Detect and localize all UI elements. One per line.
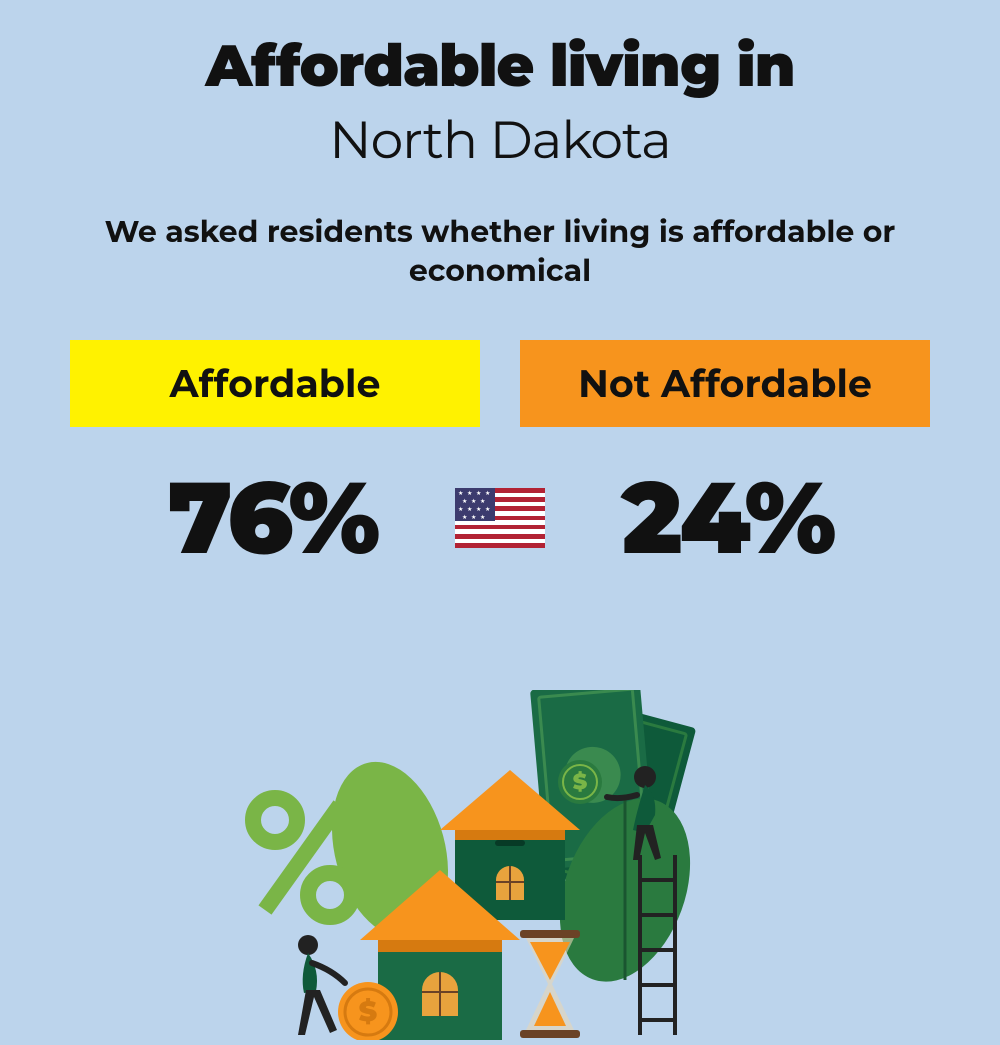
us-flag-icon: ★ ★ ★ ★ ★ ★ ★ ★ ★ ★ ★ ★ ★ ★ bbox=[455, 488, 545, 548]
percent-affordable: 76% bbox=[70, 457, 475, 579]
percent-row: 76% ★ ★ ★ ★ ★ ★ ★ ★ ★ ★ ★ ★ ★ ★ 2 bbox=[0, 457, 1000, 579]
labels-row: Affordable Not Affordable bbox=[0, 340, 1000, 427]
svg-text:$: $ bbox=[573, 768, 588, 795]
subtitle: We asked residents whether living is aff… bbox=[0, 212, 1000, 290]
svg-text:$: $ bbox=[359, 995, 378, 1029]
percent-not-affordable: 24% bbox=[525, 457, 930, 579]
title-line2: North Dakota bbox=[0, 109, 1000, 172]
illustration-houses-money: $ $ bbox=[200, 690, 800, 1040]
label-affordable: Affordable bbox=[70, 340, 480, 427]
title-line1: Affordable living in bbox=[0, 0, 1000, 101]
label-not-affordable: Not Affordable bbox=[520, 340, 930, 427]
